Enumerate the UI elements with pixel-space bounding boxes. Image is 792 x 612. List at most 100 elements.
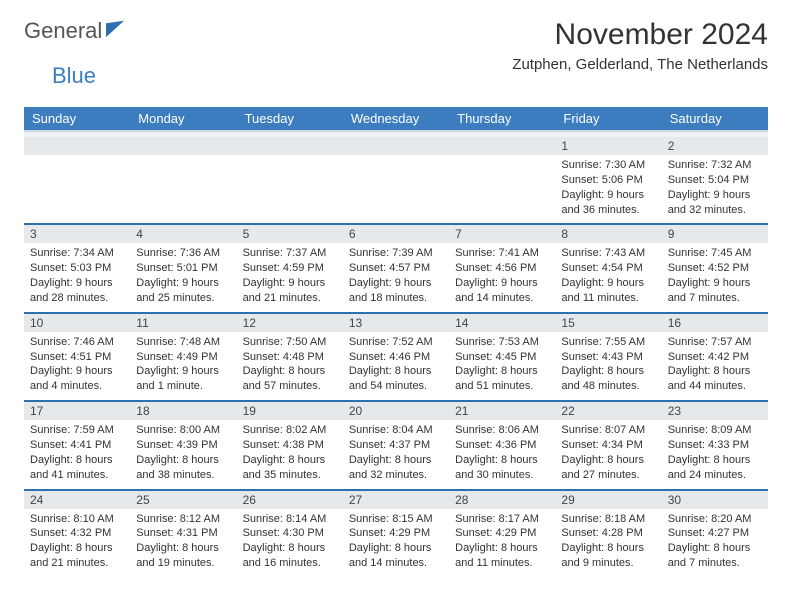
daylight-text: Daylight: 9 hours and 21 minutes.	[243, 276, 337, 306]
day-details: Sunrise: 7:57 AMSunset: 4:42 PMDaylight:…	[662, 332, 768, 400]
weekday-header: Monday	[130, 107, 236, 131]
sunset-text: Sunset: 4:56 PM	[455, 261, 549, 276]
daylight-text: Daylight: 8 hours and 19 minutes.	[136, 541, 230, 571]
sunrise-text: Sunrise: 7:36 AM	[136, 246, 230, 261]
day-number: 28	[449, 491, 555, 509]
weekday-header: Saturday	[662, 107, 768, 131]
day-details	[449, 155, 555, 219]
day-details: Sunrise: 8:04 AMSunset: 4:37 PMDaylight:…	[343, 420, 449, 488]
calendar-day-cell: 18Sunrise: 8:00 AMSunset: 4:39 PMDayligh…	[130, 401, 236, 489]
sunset-text: Sunset: 4:46 PM	[349, 350, 443, 365]
day-details: Sunrise: 8:00 AMSunset: 4:39 PMDaylight:…	[130, 420, 236, 488]
daylight-text: Daylight: 9 hours and 18 minutes.	[349, 276, 443, 306]
day-number: 29	[555, 491, 661, 509]
calendar-day-cell: 22Sunrise: 8:07 AMSunset: 4:34 PMDayligh…	[555, 401, 661, 489]
day-details: Sunrise: 8:18 AMSunset: 4:28 PMDaylight:…	[555, 509, 661, 577]
sunset-text: Sunset: 4:38 PM	[243, 438, 337, 453]
daylight-text: Daylight: 8 hours and 51 minutes.	[455, 364, 549, 394]
brand-logo: General	[24, 18, 124, 44]
weekday-header: Wednesday	[343, 107, 449, 131]
calendar-header-row: SundayMondayTuesdayWednesdayThursdayFrid…	[24, 107, 768, 131]
daylight-text: Daylight: 8 hours and 11 minutes.	[455, 541, 549, 571]
sunset-text: Sunset: 4:31 PM	[136, 526, 230, 541]
day-details: Sunrise: 8:09 AMSunset: 4:33 PMDaylight:…	[662, 420, 768, 488]
calendar-day-cell: 21Sunrise: 8:06 AMSunset: 4:36 PMDayligh…	[449, 401, 555, 489]
day-number: 14	[449, 314, 555, 332]
calendar-day-cell: 24Sunrise: 8:10 AMSunset: 4:32 PMDayligh…	[24, 490, 130, 577]
calendar-day-cell: 19Sunrise: 8:02 AMSunset: 4:38 PMDayligh…	[237, 401, 343, 489]
day-number: 27	[343, 491, 449, 509]
calendar-week-row: 17Sunrise: 7:59 AMSunset: 4:41 PMDayligh…	[24, 401, 768, 489]
sunset-text: Sunset: 5:04 PM	[668, 173, 762, 188]
sunset-text: Sunset: 4:45 PM	[455, 350, 549, 365]
calendar-day-cell	[130, 137, 236, 224]
sunrise-text: Sunrise: 7:32 AM	[668, 158, 762, 173]
sunset-text: Sunset: 4:42 PM	[668, 350, 762, 365]
daylight-text: Daylight: 8 hours and 27 minutes.	[561, 453, 655, 483]
day-details: Sunrise: 7:43 AMSunset: 4:54 PMDaylight:…	[555, 243, 661, 311]
day-details: Sunrise: 7:37 AMSunset: 4:59 PMDaylight:…	[237, 243, 343, 311]
calendar-day-cell: 16Sunrise: 7:57 AMSunset: 4:42 PMDayligh…	[662, 313, 768, 401]
calendar-day-cell: 11Sunrise: 7:48 AMSunset: 4:49 PMDayligh…	[130, 313, 236, 401]
calendar-day-cell: 8Sunrise: 7:43 AMSunset: 4:54 PMDaylight…	[555, 224, 661, 312]
day-number: 22	[555, 402, 661, 420]
daylight-text: Daylight: 8 hours and 54 minutes.	[349, 364, 443, 394]
daylight-text: Daylight: 8 hours and 9 minutes.	[561, 541, 655, 571]
calendar-week-row: 1Sunrise: 7:30 AMSunset: 5:06 PMDaylight…	[24, 137, 768, 224]
calendar-table: SundayMondayTuesdayWednesdayThursdayFrid…	[24, 107, 768, 577]
daylight-text: Daylight: 8 hours and 57 minutes.	[243, 364, 337, 394]
day-number: 21	[449, 402, 555, 420]
day-details	[130, 155, 236, 219]
day-details: Sunrise: 7:39 AMSunset: 4:57 PMDaylight:…	[343, 243, 449, 311]
brand-part1: General	[24, 18, 102, 44]
daylight-text: Daylight: 9 hours and 25 minutes.	[136, 276, 230, 306]
calendar-day-cell: 14Sunrise: 7:53 AMSunset: 4:45 PMDayligh…	[449, 313, 555, 401]
day-details: Sunrise: 7:52 AMSunset: 4:46 PMDaylight:…	[343, 332, 449, 400]
day-number: 23	[662, 402, 768, 420]
daylight-text: Daylight: 8 hours and 30 minutes.	[455, 453, 549, 483]
day-details: Sunrise: 7:32 AMSunset: 5:04 PMDaylight:…	[662, 155, 768, 223]
day-details: Sunrise: 7:34 AMSunset: 5:03 PMDaylight:…	[24, 243, 130, 311]
calendar-day-cell: 30Sunrise: 8:20 AMSunset: 4:27 PMDayligh…	[662, 490, 768, 577]
calendar-day-cell: 1Sunrise: 7:30 AMSunset: 5:06 PMDaylight…	[555, 137, 661, 224]
day-number	[24, 137, 130, 155]
sunset-text: Sunset: 4:32 PM	[30, 526, 124, 541]
day-number: 20	[343, 402, 449, 420]
sunset-text: Sunset: 4:29 PM	[349, 526, 443, 541]
day-details: Sunrise: 8:14 AMSunset: 4:30 PMDaylight:…	[237, 509, 343, 577]
day-details: Sunrise: 7:45 AMSunset: 4:52 PMDaylight:…	[662, 243, 768, 311]
calendar-day-cell: 29Sunrise: 8:18 AMSunset: 4:28 PMDayligh…	[555, 490, 661, 577]
daylight-text: Daylight: 8 hours and 48 minutes.	[561, 364, 655, 394]
sunset-text: Sunset: 5:01 PM	[136, 261, 230, 276]
calendar-day-cell: 5Sunrise: 7:37 AMSunset: 4:59 PMDaylight…	[237, 224, 343, 312]
sunrise-text: Sunrise: 8:07 AM	[561, 423, 655, 438]
sunrise-text: Sunrise: 7:55 AM	[561, 335, 655, 350]
daylight-text: Daylight: 9 hours and 32 minutes.	[668, 188, 762, 218]
day-number: 13	[343, 314, 449, 332]
sunrise-text: Sunrise: 8:10 AM	[30, 512, 124, 527]
day-number: 25	[130, 491, 236, 509]
day-details: Sunrise: 8:02 AMSunset: 4:38 PMDaylight:…	[237, 420, 343, 488]
sunrise-text: Sunrise: 7:57 AM	[668, 335, 762, 350]
sunrise-text: Sunrise: 8:14 AM	[243, 512, 337, 527]
calendar-day-cell: 13Sunrise: 7:52 AMSunset: 4:46 PMDayligh…	[343, 313, 449, 401]
day-details: Sunrise: 8:15 AMSunset: 4:29 PMDaylight:…	[343, 509, 449, 577]
sunset-text: Sunset: 4:28 PM	[561, 526, 655, 541]
calendar-day-cell: 23Sunrise: 8:09 AMSunset: 4:33 PMDayligh…	[662, 401, 768, 489]
sunrise-text: Sunrise: 7:52 AM	[349, 335, 443, 350]
daylight-text: Daylight: 8 hours and 24 minutes.	[668, 453, 762, 483]
day-number: 12	[237, 314, 343, 332]
sunset-text: Sunset: 4:27 PM	[668, 526, 762, 541]
day-number: 17	[24, 402, 130, 420]
day-number: 16	[662, 314, 768, 332]
sunrise-text: Sunrise: 7:30 AM	[561, 158, 655, 173]
weekday-header: Tuesday	[237, 107, 343, 131]
sunset-text: Sunset: 5:06 PM	[561, 173, 655, 188]
sunrise-text: Sunrise: 7:39 AM	[349, 246, 443, 261]
calendar-day-cell	[237, 137, 343, 224]
calendar-day-cell: 25Sunrise: 8:12 AMSunset: 4:31 PMDayligh…	[130, 490, 236, 577]
sunrise-text: Sunrise: 7:46 AM	[30, 335, 124, 350]
day-details	[24, 155, 130, 219]
sunrise-text: Sunrise: 8:15 AM	[349, 512, 443, 527]
sunrise-text: Sunrise: 7:34 AM	[30, 246, 124, 261]
